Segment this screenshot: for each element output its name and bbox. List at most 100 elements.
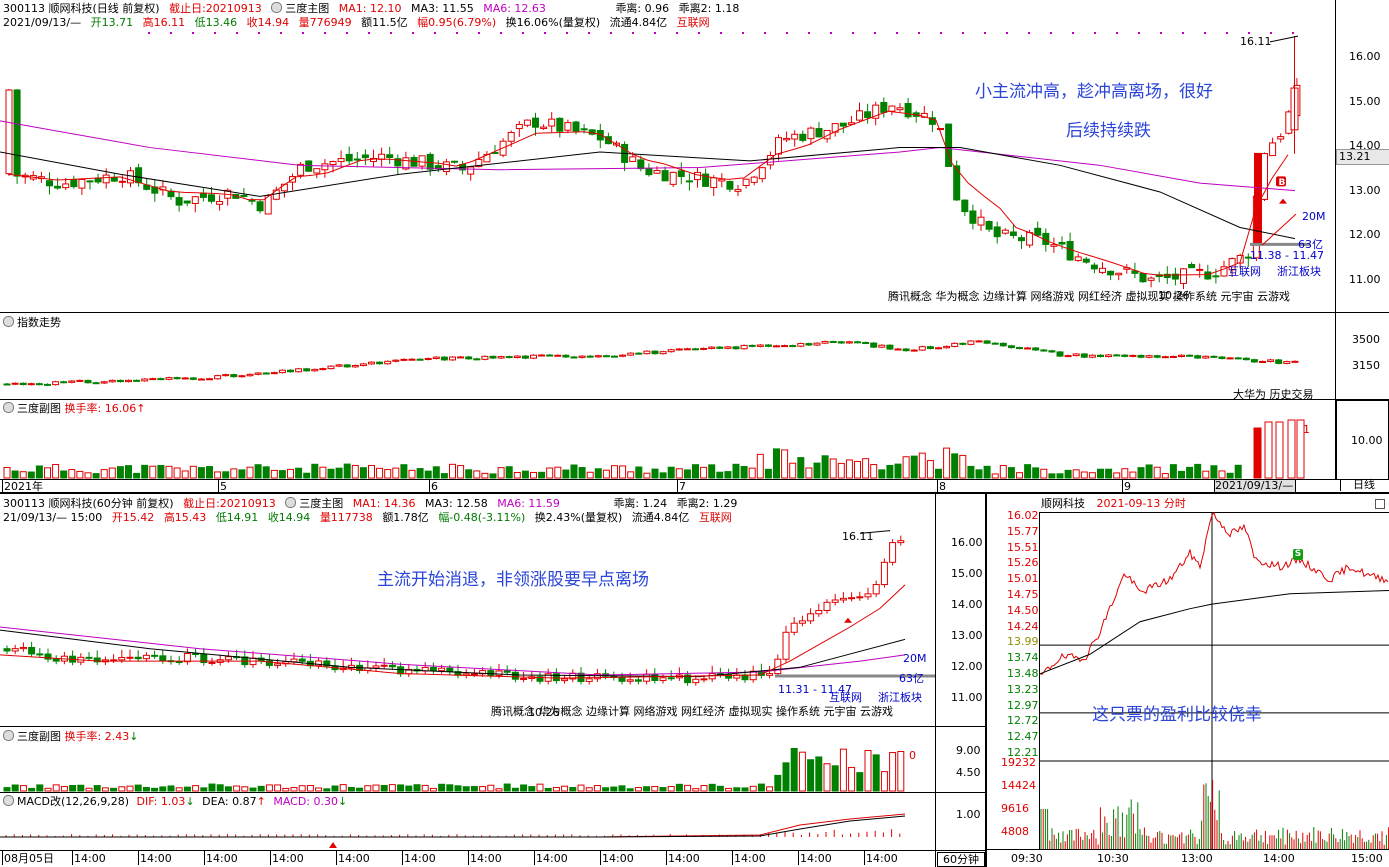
daily-turnover-bar <box>918 452 926 479</box>
hourly-price-tick: 11.00 <box>951 691 983 704</box>
daily-candle <box>1009 231 1017 236</box>
index-candle <box>975 340 983 343</box>
daily-sub-marker: 1 <box>1303 423 1310 436</box>
hourly-volume-bar <box>331 785 339 792</box>
index-candle <box>27 383 35 386</box>
daily-turnover-bar <box>465 469 473 479</box>
hourly-volume-bar <box>520 784 528 792</box>
daily-turnover-bar <box>1113 472 1121 479</box>
daily-candle <box>864 111 872 119</box>
hourly-volume-bar <box>839 748 847 792</box>
index-candle <box>991 342 999 345</box>
macd-title-line[interactable]: MACD改(12,26,9,28) DIF: 1.03↓ DEA: 0.87↑ … <box>3 795 347 808</box>
daily-candle <box>62 183 70 189</box>
daily-candle <box>1147 277 1155 281</box>
hourly-candle <box>388 664 396 668</box>
intraday-expand-icon[interactable] <box>1375 499 1385 509</box>
hourly-volume-bar <box>175 787 183 792</box>
hourly-info-high: 高15.43 <box>163 511 207 524</box>
daily-candle <box>937 128 944 131</box>
period-button-60min[interactable]: 60分钟 <box>937 852 985 867</box>
hourly-candle <box>208 661 216 664</box>
hourly-chart-panel[interactable]: 300113 顺网科技(60分钟 前复权) 截止日:20210913 三度主图 … <box>0 494 985 867</box>
daily-candle <box>248 199 256 202</box>
daily-candle <box>418 155 426 167</box>
hourly-candle <box>85 656 93 659</box>
daily-bias1: 乖离: 0.96 <box>615 2 670 15</box>
daily-turnover-bar <box>287 468 294 479</box>
index-panel-title[interactable]: 指数走势 <box>3 316 61 329</box>
hourly-sector-tag-internet[interactable]: 互联网 <box>829 691 862 704</box>
hourly-candle <box>798 620 806 624</box>
hourly-candle <box>118 657 126 661</box>
daily-turnover-bar <box>246 466 254 479</box>
hourly-candlestick-chart[interactable] <box>0 524 935 724</box>
current-price-label: 13.21 <box>1336 149 1389 165</box>
index-candle <box>1210 355 1218 358</box>
hourly-sub-title[interactable]: 三度副图 换手率: 2.43↓ <box>3 730 138 743</box>
daily-candle <box>702 173 710 187</box>
daily-turnover-bar <box>489 473 497 479</box>
hourly-volume-bar <box>397 784 405 792</box>
hourly-candle <box>290 658 298 663</box>
signal-dot <box>830 32 832 34</box>
index-candle <box>521 355 529 359</box>
index-candle <box>554 354 562 357</box>
index-candle <box>319 368 327 371</box>
index-candle <box>3 383 11 386</box>
hourly-candle <box>19 646 27 650</box>
daily-chart-panel[interactable]: 300113 顺网科技(日线 前复权) 截止日:20210913 三度主图 MA… <box>0 0 1389 493</box>
signal-dot <box>1248 32 1250 34</box>
daily-turnover-bar <box>513 472 521 479</box>
hourly-info-sector[interactable]: 互联网 <box>698 511 732 524</box>
hourly-info-low: 低14.91 <box>215 511 259 524</box>
daily-turnover-bar <box>1056 473 1064 479</box>
index-candle <box>1040 349 1048 352</box>
daily-candle <box>791 133 799 140</box>
intraday-panel[interactable]: 顺网科技 2021-09-13 分时 16.02 15.77 15.51 15.26 1… <box>987 494 1389 867</box>
intraday-avg-line <box>1039 589 1389 675</box>
index-candle <box>384 360 392 365</box>
daily-candle <box>1131 270 1139 274</box>
hourly-candle <box>585 678 593 682</box>
hourly-volume-bar <box>323 788 331 792</box>
signal-dot <box>258 32 260 34</box>
daily-turnover-bar <box>1105 468 1113 479</box>
buy-marker-letter: B <box>1279 178 1286 188</box>
index-candle <box>449 356 456 361</box>
daily-sub-title[interactable]: 三度副图 换手率: 16.06↑ <box>3 402 145 415</box>
hourly-sector-tag-zhejiang[interactable]: 浙江板块 <box>878 691 922 704</box>
hourly-indicator-button[interactable]: 三度主图 <box>285 497 343 510</box>
hourly-candle <box>192 652 200 655</box>
daily-indicator-button[interactable]: 三度主图 <box>271 2 329 15</box>
index-candle <box>619 354 627 357</box>
index-candle <box>100 381 108 384</box>
index-candle <box>1161 356 1169 359</box>
daily-turnover-bar <box>1040 468 1048 479</box>
index-candle <box>821 341 829 344</box>
hourly-volume-bar <box>208 783 216 792</box>
daily-candle <box>5 89 13 175</box>
settings-icon <box>3 795 14 806</box>
intraday-price-line[interactable] <box>1039 511 1389 849</box>
hourly-x-label: 14:00 <box>140 852 172 865</box>
hourly-candle <box>28 646 36 655</box>
index-candle <box>1129 354 1137 357</box>
index-candle <box>773 345 780 348</box>
daily-candlestick-chart[interactable]: B <box>0 30 1335 314</box>
macd-chart <box>0 813 906 848</box>
daily-turnover-bar <box>716 471 724 479</box>
daily-candle <box>54 185 62 189</box>
hourly-volume-bar <box>167 785 175 792</box>
daily-sector-tag-internet[interactable]: 互联网 <box>1228 265 1261 278</box>
daily-info-sector[interactable]: 互联网 <box>676 16 710 29</box>
daily-turnover-bar <box>165 465 173 479</box>
intraday-price-tick: 15.77 <box>1007 524 1039 538</box>
daily-candle <box>799 133 807 141</box>
hourly-x-tick <box>732 851 733 865</box>
daily-sector-tag-zhejiang[interactable]: 浙江板块 <box>1277 265 1321 278</box>
hourly-volume-bar <box>864 749 872 792</box>
period-button-daily[interactable]: 日线 <box>1340 479 1387 491</box>
signal-dot <box>676 32 678 34</box>
hourly-volume-bar <box>495 788 503 792</box>
